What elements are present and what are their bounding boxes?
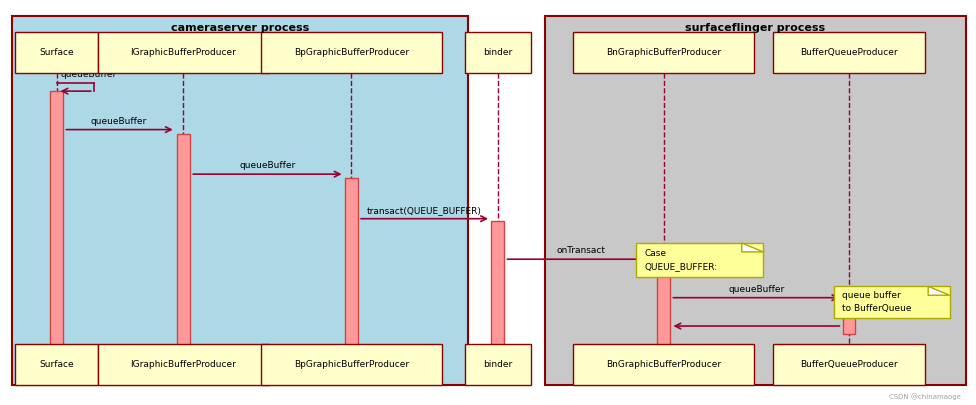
Text: BnGraphicBufferProducer: BnGraphicBufferProducer: [606, 48, 721, 57]
Text: BufferQueueProducer: BufferQueueProducer: [800, 48, 898, 57]
Bar: [346, 178, 357, 358]
Text: queue buffer
to BufferQueue: queue buffer to BufferQueue: [842, 291, 912, 313]
Text: BnGraphicBufferProducer: BnGraphicBufferProducer: [606, 360, 721, 369]
Bar: [658, 259, 671, 358]
Text: queueBuffer: queueBuffer: [91, 117, 147, 126]
Bar: [843, 300, 855, 334]
Bar: [774, 344, 925, 385]
Text: transact(QUEUE_BUFFER): transact(QUEUE_BUFFER): [367, 206, 482, 215]
Bar: [545, 16, 966, 385]
Bar: [834, 286, 950, 318]
Text: BufferQueueProducer: BufferQueueProducer: [800, 360, 898, 369]
Text: BpGraphicBufferProducer: BpGraphicBufferProducer: [294, 48, 409, 57]
Text: IGraphicBufferProducer: IGraphicBufferProducer: [131, 48, 236, 57]
Text: queueBuffer: queueBuffer: [728, 285, 785, 294]
Bar: [51, 91, 62, 358]
Bar: [16, 344, 99, 385]
Polygon shape: [928, 286, 950, 295]
Text: binder: binder: [483, 360, 512, 369]
Text: queueBuffer: queueBuffer: [239, 161, 296, 170]
Polygon shape: [742, 243, 763, 252]
Bar: [99, 344, 268, 385]
Text: surfaceflinger process: surfaceflinger process: [685, 23, 826, 34]
Bar: [99, 32, 268, 73]
Bar: [262, 32, 441, 73]
Text: onTransact: onTransact: [556, 246, 605, 255]
Bar: [16, 32, 99, 73]
Bar: [492, 221, 505, 358]
Bar: [574, 344, 753, 385]
Bar: [465, 344, 531, 385]
Text: binder: binder: [483, 48, 512, 57]
Text: queueBuffer: queueBuffer: [61, 70, 117, 79]
Bar: [465, 32, 531, 73]
Text: IGraphicBufferProducer: IGraphicBufferProducer: [131, 360, 236, 369]
Bar: [262, 344, 441, 385]
Text: BpGraphicBufferProducer: BpGraphicBufferProducer: [294, 360, 409, 369]
Text: CSDN @chinamaoge: CSDN @chinamaoge: [889, 393, 961, 400]
Text: Surface: Surface: [39, 360, 74, 369]
Text: Case
QUEUE_BUFFER:: Case QUEUE_BUFFER:: [644, 249, 717, 271]
Text: Surface: Surface: [39, 48, 74, 57]
Bar: [574, 32, 753, 73]
Bar: [178, 134, 190, 358]
Bar: [774, 32, 925, 73]
Bar: [636, 243, 763, 277]
Text: cameraserver process: cameraserver process: [171, 23, 309, 34]
Bar: [12, 16, 468, 385]
